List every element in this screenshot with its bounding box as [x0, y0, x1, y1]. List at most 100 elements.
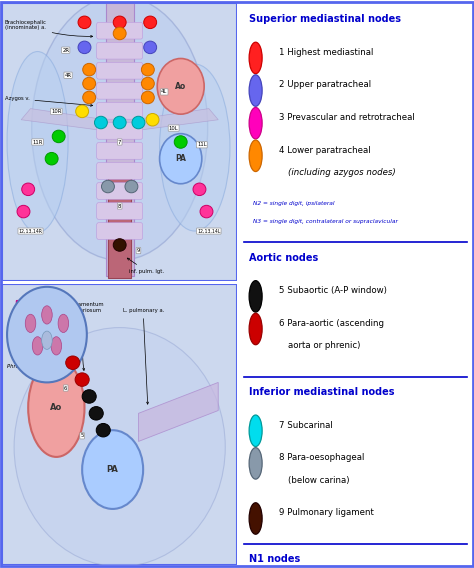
- Ellipse shape: [141, 77, 155, 90]
- Ellipse shape: [45, 152, 58, 165]
- Text: Ao: Ao: [175, 82, 186, 91]
- Circle shape: [249, 140, 262, 172]
- Text: 6 Para-aortic (ascending: 6 Para-aortic (ascending: [279, 319, 384, 328]
- Polygon shape: [21, 108, 106, 131]
- Ellipse shape: [144, 16, 156, 28]
- Circle shape: [249, 75, 262, 106]
- Ellipse shape: [22, 183, 35, 195]
- FancyBboxPatch shape: [2, 284, 237, 565]
- Ellipse shape: [32, 0, 208, 260]
- Text: (below carina): (below carina): [288, 476, 350, 485]
- Ellipse shape: [76, 105, 89, 118]
- FancyBboxPatch shape: [97, 22, 143, 39]
- Text: 9: 9: [137, 248, 140, 253]
- Ellipse shape: [66, 356, 80, 369]
- Ellipse shape: [174, 136, 187, 148]
- Ellipse shape: [144, 41, 156, 53]
- FancyBboxPatch shape: [2, 3, 237, 281]
- Text: Aortic nodes: Aortic nodes: [249, 253, 318, 262]
- Text: Phrenic n.: Phrenic n.: [7, 364, 33, 369]
- FancyBboxPatch shape: [97, 43, 143, 59]
- Text: 3: 3: [17, 301, 20, 306]
- Ellipse shape: [32, 337, 43, 355]
- Ellipse shape: [113, 27, 126, 40]
- Text: 8: 8: [118, 203, 121, 208]
- FancyBboxPatch shape: [97, 62, 143, 79]
- FancyBboxPatch shape: [97, 143, 143, 159]
- Text: 1 Highest mediastinal: 1 Highest mediastinal: [279, 48, 373, 57]
- Ellipse shape: [96, 424, 110, 437]
- FancyBboxPatch shape: [97, 82, 143, 99]
- FancyBboxPatch shape: [97, 102, 143, 119]
- Circle shape: [160, 133, 202, 184]
- Circle shape: [249, 107, 262, 139]
- Text: 7 Subcarinal: 7 Subcarinal: [279, 421, 333, 429]
- Ellipse shape: [141, 91, 155, 104]
- Text: 7: 7: [118, 140, 121, 144]
- Circle shape: [249, 42, 262, 74]
- Text: 4L: 4L: [161, 89, 167, 94]
- Ellipse shape: [89, 407, 103, 420]
- Text: Ligamentum
arteriosum: Ligamentum arteriosum: [70, 302, 104, 370]
- Text: 5 Subaortic (A-P window): 5 Subaortic (A-P window): [279, 286, 387, 295]
- Text: 11R: 11R: [32, 140, 43, 144]
- Ellipse shape: [58, 314, 69, 332]
- Ellipse shape: [78, 41, 91, 53]
- Ellipse shape: [94, 116, 108, 129]
- Ellipse shape: [83, 64, 96, 76]
- FancyBboxPatch shape: [97, 223, 143, 240]
- Ellipse shape: [17, 205, 30, 218]
- Text: 4 Lower paratracheal: 4 Lower paratracheal: [279, 145, 371, 154]
- Text: 10R: 10R: [51, 109, 62, 114]
- Text: Ao: Ao: [50, 403, 63, 412]
- Text: N2 = single digit, ipsilateral: N2 = single digit, ipsilateral: [253, 201, 335, 206]
- Ellipse shape: [42, 306, 52, 324]
- Polygon shape: [108, 176, 131, 278]
- Ellipse shape: [200, 205, 213, 218]
- Ellipse shape: [7, 52, 68, 232]
- Text: 6: 6: [64, 386, 67, 391]
- Circle shape: [249, 313, 262, 345]
- Polygon shape: [106, 3, 134, 275]
- Ellipse shape: [78, 16, 91, 28]
- Circle shape: [157, 59, 204, 114]
- Ellipse shape: [28, 358, 84, 457]
- Text: 5: 5: [81, 433, 84, 438]
- Text: PA: PA: [107, 465, 118, 474]
- Circle shape: [249, 503, 262, 534]
- Ellipse shape: [14, 328, 225, 566]
- Text: 2R: 2R: [62, 48, 69, 53]
- Text: Brachiocephalic
(innominate) a.: Brachiocephalic (innominate) a.: [5, 19, 93, 37]
- Text: 12,13,14R: 12,13,14R: [18, 228, 43, 233]
- Ellipse shape: [101, 180, 114, 193]
- Text: inf. pulm. lgt.: inf. pulm. lgt.: [128, 258, 164, 274]
- Text: Superior mediastinal nodes: Superior mediastinal nodes: [249, 14, 401, 24]
- Circle shape: [249, 281, 262, 312]
- Ellipse shape: [160, 64, 230, 231]
- Ellipse shape: [125, 180, 138, 193]
- Text: PA: PA: [175, 154, 186, 163]
- Text: 10L: 10L: [169, 126, 179, 131]
- Text: 4R: 4R: [64, 73, 72, 78]
- Ellipse shape: [113, 239, 126, 251]
- Ellipse shape: [83, 91, 96, 104]
- Ellipse shape: [51, 337, 62, 355]
- Text: (including azygos nodes): (including azygos nodes): [288, 168, 396, 177]
- Text: N1 nodes: N1 nodes: [249, 554, 300, 564]
- Ellipse shape: [113, 116, 126, 129]
- Ellipse shape: [83, 77, 96, 90]
- FancyBboxPatch shape: [97, 162, 143, 179]
- Text: L. pulmonary a.: L. pulmonary a.: [122, 308, 164, 404]
- Ellipse shape: [42, 331, 52, 349]
- Text: 2 Upper paratracheal: 2 Upper paratracheal: [279, 81, 371, 89]
- Ellipse shape: [141, 64, 155, 76]
- Circle shape: [249, 415, 262, 446]
- Text: 3 Prevascular and retrotracheal: 3 Prevascular and retrotracheal: [279, 113, 415, 122]
- Ellipse shape: [193, 183, 206, 195]
- Text: 9 Pulmonary ligament: 9 Pulmonary ligament: [279, 508, 374, 517]
- Ellipse shape: [82, 390, 96, 403]
- Ellipse shape: [52, 130, 65, 143]
- Text: 12,13,14L: 12,13,14L: [197, 228, 220, 233]
- Circle shape: [7, 287, 87, 382]
- Ellipse shape: [113, 16, 126, 28]
